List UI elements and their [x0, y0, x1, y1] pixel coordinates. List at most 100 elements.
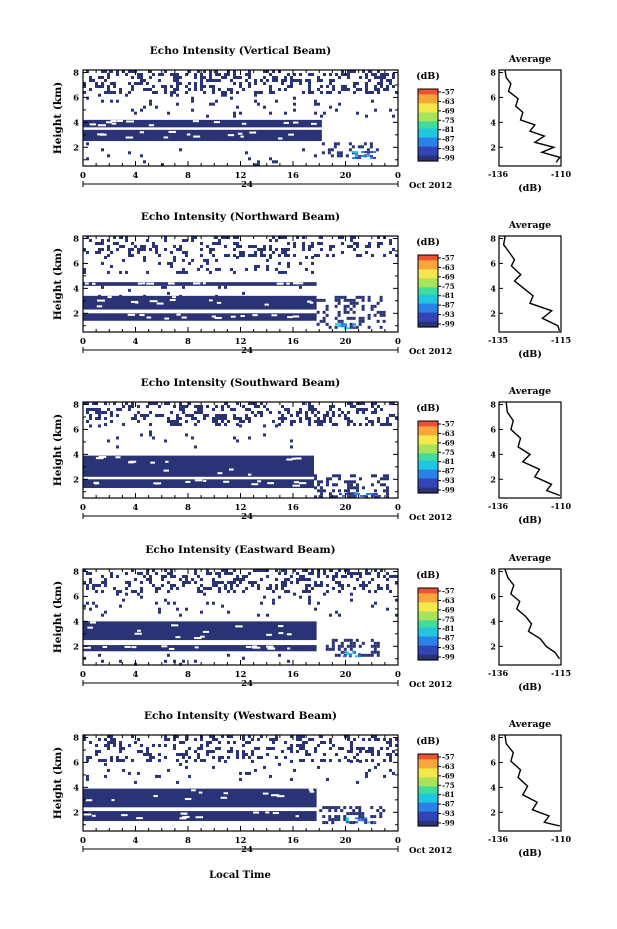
- echo-cell: [287, 248, 290, 251]
- echo-strong-cell: [353, 323, 356, 326]
- x-tick-label: 0: [395, 171, 401, 181]
- echo-cell: [350, 480, 353, 484]
- echo-cell: [173, 258, 176, 262]
- echo-cell: [325, 313, 329, 317]
- echo-cell: [200, 411, 203, 414]
- echo-cell: [209, 79, 212, 82]
- echo-gap: [272, 812, 279, 815]
- colorbar-segment: [418, 613, 438, 616]
- echo-cell: [320, 79, 323, 82]
- echo-cell: [218, 759, 221, 762]
- echo-gap: [99, 133, 107, 136]
- echo-cell: [278, 595, 281, 599]
- echo-cell: [251, 750, 254, 753]
- echo-cell: [374, 108, 377, 112]
- echo-cell: [257, 756, 260, 759]
- echo-cell: [185, 254, 188, 257]
- echo-cell: [110, 756, 113, 759]
- echo-cell: [308, 402, 311, 405]
- echo-cell: [374, 735, 377, 738]
- echo-gap: [184, 815, 190, 818]
- echo-cell: [350, 572, 353, 575]
- echo-cell: [263, 433, 266, 437]
- echo-cell: [122, 759, 125, 762]
- panel-stack: Echo Intensity (Vertical Beam)2468Height…: [52, 45, 571, 859]
- echo-cell: [233, 70, 236, 73]
- echo-strong-cell: [366, 821, 370, 824]
- echo-gap: [308, 788, 314, 791]
- echo-cell: [374, 76, 377, 79]
- echo-cell: [357, 145, 361, 149]
- echo-cell: [373, 313, 377, 317]
- echo-cell: [290, 759, 293, 763]
- echo-cell: [325, 322, 329, 326]
- colorbar-segment: [418, 806, 438, 809]
- echo-cell: [200, 408, 203, 411]
- echo-cell: [368, 590, 371, 593]
- colorbar-segment: [418, 428, 438, 431]
- echo-gap: [148, 124, 155, 127]
- echo-cell: [251, 402, 254, 405]
- echo-cell: [140, 572, 143, 575]
- echo-cell: [104, 762, 107, 766]
- echo-gap: [131, 646, 137, 649]
- echo-cell: [371, 759, 374, 762]
- echo-cell: [239, 85, 242, 88]
- colorbar-segment: [418, 446, 438, 449]
- echo-cell: [194, 569, 197, 572]
- profile-x-tick-label: -110: [551, 834, 571, 844]
- colorbar-tick-label: -57: [442, 88, 455, 97]
- echo-cell: [326, 414, 329, 417]
- echo-cell: [167, 738, 170, 741]
- echo-cell: [308, 417, 311, 420]
- echo-cell: [110, 420, 113, 423]
- echo-cell: [386, 73, 389, 76]
- echo-cell: [395, 753, 398, 756]
- echo-cell: [334, 806, 338, 810]
- echo-cell: [260, 91, 263, 94]
- day-label: 24: [241, 512, 253, 522]
- echo-cell: [362, 738, 365, 741]
- echo-cell: [383, 738, 386, 741]
- echo-cell: [224, 254, 227, 257]
- echo-cell: [370, 806, 374, 810]
- colorbar-segment: [418, 611, 438, 614]
- echo-cell: [284, 756, 287, 759]
- echo-cell: [233, 73, 236, 76]
- echo-cell: [314, 474, 317, 478]
- echo-cell: [152, 756, 155, 759]
- echo-gap: [153, 482, 162, 485]
- colorbar-tick-label: -81: [442, 457, 455, 466]
- colorbar-tick-label: -87: [442, 634, 455, 643]
- echo-cell: [128, 405, 131, 408]
- echo-cell: [212, 88, 215, 91]
- echo-cell: [110, 91, 113, 94]
- echo-cell: [182, 285, 185, 289]
- echo-gap: [227, 134, 235, 137]
- colorbar-tick-label: -63: [442, 429, 455, 438]
- echo-cell: [299, 735, 302, 738]
- echo-band: [83, 811, 317, 822]
- echo-cell: [110, 264, 113, 268]
- echo-cell: [374, 601, 377, 605]
- echo-cell: [349, 322, 353, 326]
- echo-cell: [200, 76, 203, 79]
- echo-cell: [371, 578, 374, 581]
- colorbar-tick-label: -93: [442, 144, 455, 153]
- echo-cell: [343, 310, 347, 314]
- echo-strong-cell: [364, 155, 368, 158]
- y-tick-label: 4: [73, 450, 79, 460]
- colorbar-segment: [418, 649, 438, 652]
- echo-cell: [86, 777, 89, 781]
- echo-cell: [317, 88, 320, 91]
- profile-y-tick-label: 2: [490, 641, 496, 651]
- echo-cell: [320, 480, 323, 484]
- echo-cell: [311, 738, 314, 741]
- echo-cell: [248, 76, 251, 79]
- echo-cell: [334, 818, 338, 822]
- echo-gap: [271, 794, 275, 797]
- echo-cell: [349, 812, 353, 816]
- echo-cell: [200, 79, 203, 82]
- echo-cell: [254, 414, 257, 417]
- echo-cell: [143, 753, 146, 756]
